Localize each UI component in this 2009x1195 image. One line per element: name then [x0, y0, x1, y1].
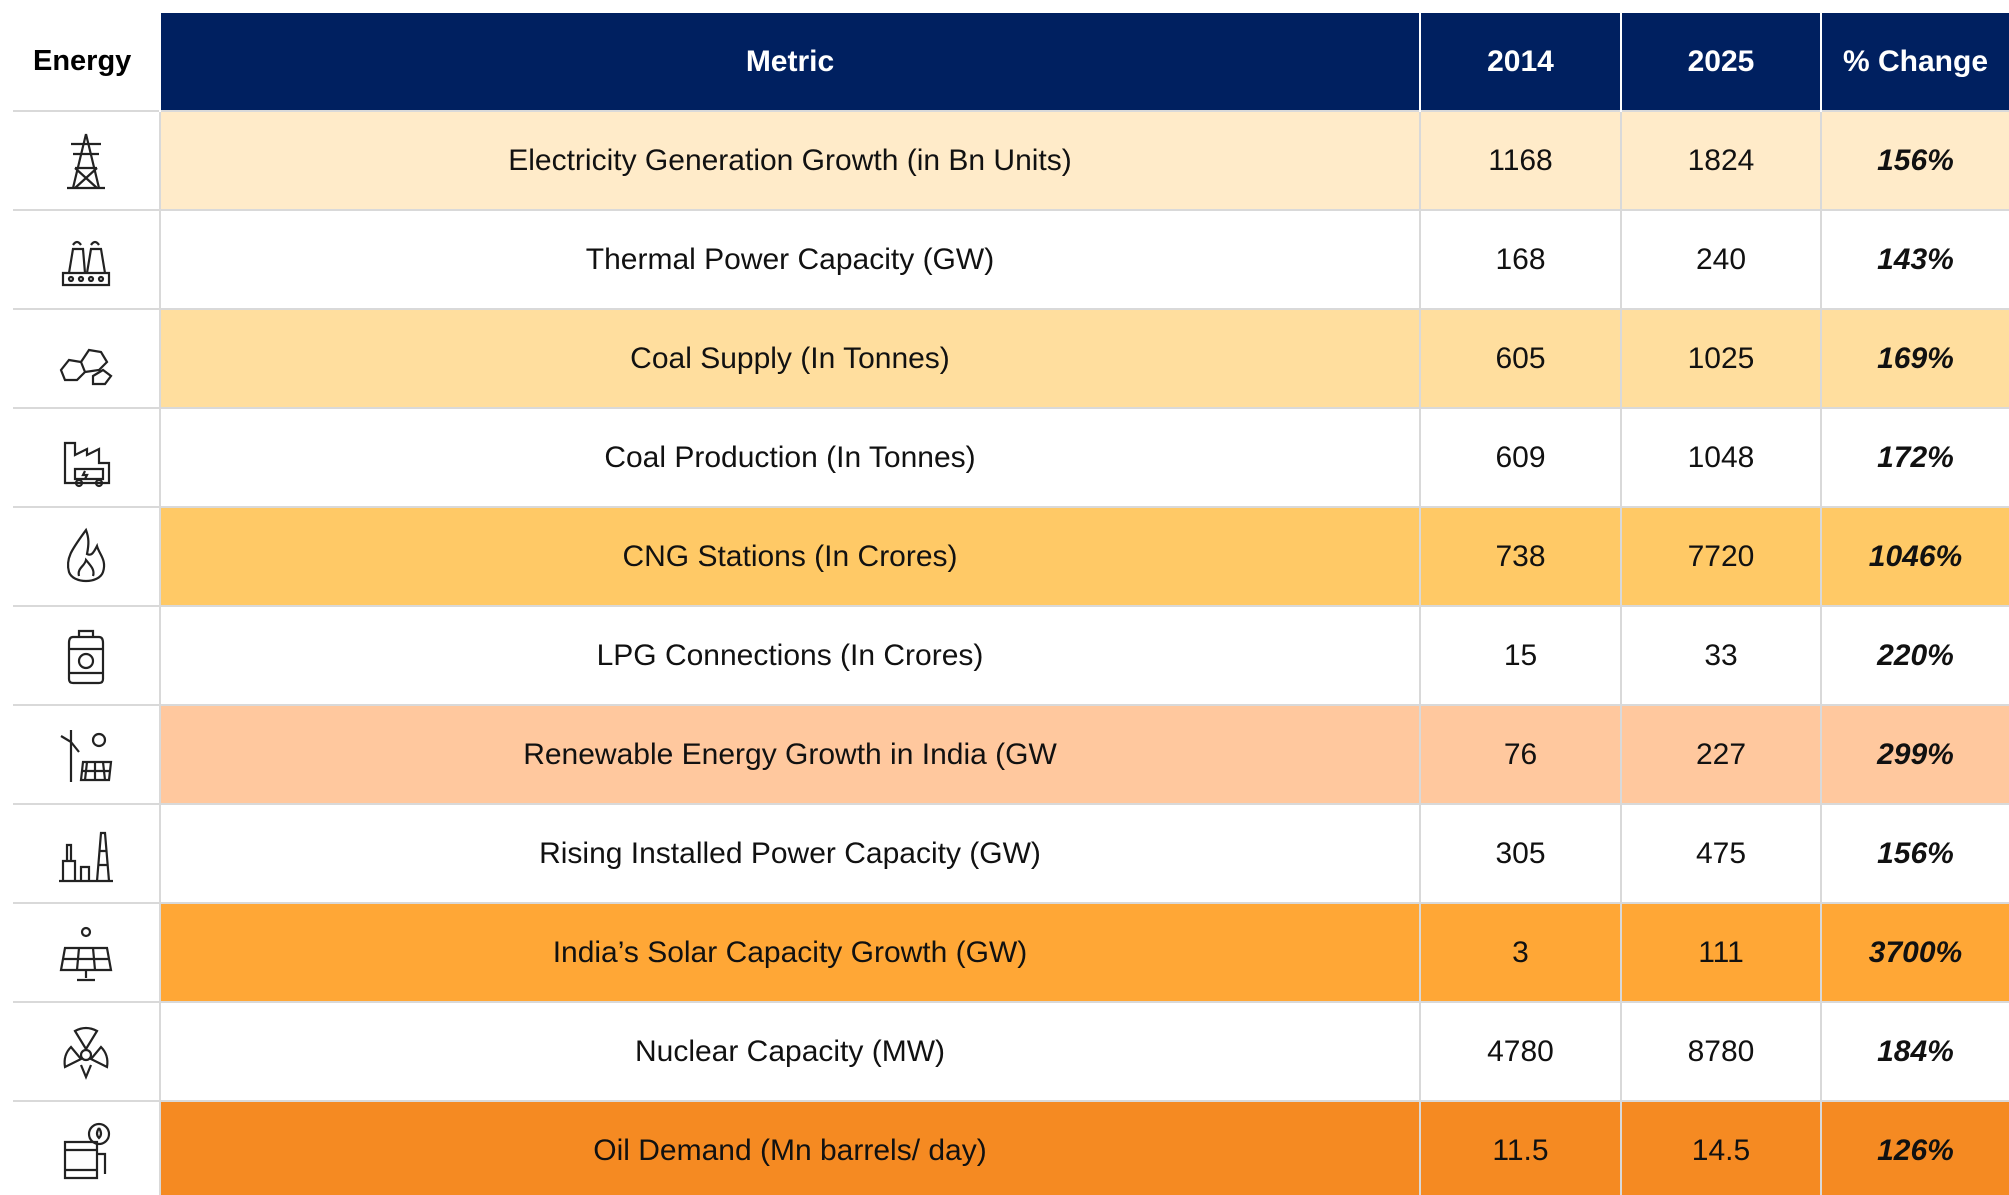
metric-cell: India’s Solar Capacity Growth (GW): [159, 902, 1420, 1002]
header-row: Energy Metric 2014 2025 % Change: [13, 13, 2009, 111]
energy-icon: [63, 441, 111, 487]
value-2025: 33: [1620, 605, 1821, 705]
value-2025: 1048: [1620, 407, 1821, 507]
header-cell: 2025: [1620, 13, 1821, 111]
icon-cell: [13, 110, 160, 210]
energy-icon: [60, 729, 113, 782]
energy-icon: [59, 831, 113, 882]
energy-icon: [63, 1122, 111, 1179]
value-2014: 609: [1419, 407, 1621, 507]
energy-icon: [67, 629, 105, 684]
header-cell: Energy: [13, 13, 160, 111]
metric-cell: Renewable Energy Growth in India (GW: [159, 704, 1420, 804]
energy-icon: [63, 1026, 109, 1080]
energy-table: Energy Metric 2014 2025 % Change Electri…: [13, 13, 2009, 1195]
table-row: Thermal Power Capacity (GW) 168 240 143%: [13, 209, 2009, 309]
change-cell: 1046%: [1820, 506, 2009, 606]
value-2025: 7720: [1620, 506, 1821, 606]
change-cell: 143%: [1820, 209, 2009, 309]
value-2025: 475: [1620, 803, 1821, 903]
table-row: Rising Installed Power Capacity (GW) 305 4…: [13, 803, 2009, 903]
table-row: Coal Production (In Tonnes) 609 1048 172%: [13, 407, 2009, 507]
icon-cell: [13, 407, 160, 507]
metric-cell: Coal Supply (In Tonnes): [159, 308, 1420, 408]
table-row: LPG Connections (In Crores) 15 33 220%: [13, 605, 2009, 705]
metric-cell: CNG Stations (In Crores): [159, 506, 1420, 606]
change-cell: 172%: [1820, 407, 2009, 507]
value-2014: 1168: [1419, 110, 1621, 210]
metric-cell: Thermal Power Capacity (GW): [159, 209, 1420, 309]
table-row: CNG Stations (In Crores) 738 7720 1046%: [13, 506, 2009, 606]
value-2014: 738: [1419, 506, 1621, 606]
metric-cell: Electricity Generation Growth (in Bn Uni…: [159, 110, 1420, 210]
change-cell: 220%: [1820, 605, 2009, 705]
icon-cell: [13, 209, 160, 309]
value-2025: 227: [1620, 704, 1821, 804]
table-row: Renewable Energy Growth in India (GW 76 22…: [13, 704, 2009, 804]
energy-icon: [59, 926, 113, 981]
change-cell: 156%: [1820, 803, 2009, 903]
metric-cell: Oil Demand (Mn barrels/ day): [159, 1100, 1420, 1195]
value-2025: 1824: [1620, 110, 1821, 210]
value-2014: 4780: [1419, 1001, 1621, 1101]
icon-cell: [13, 803, 160, 903]
energy-icon: [61, 240, 111, 286]
energy-icon: [59, 348, 113, 385]
metric-cell: LPG Connections (In Crores): [159, 605, 1420, 705]
value-2014: 76: [1419, 704, 1621, 804]
icon-cell: [13, 1100, 160, 1195]
value-2025: 1025: [1620, 308, 1821, 408]
energy-icon: [67, 133, 105, 189]
table-row: Electricity Generation Growth (in Bn Uni…: [13, 110, 2009, 210]
table-row: India’s Solar Capacity Growth (GW) 3 111 37…: [13, 902, 2009, 1002]
value-2014: 11.5: [1419, 1100, 1621, 1195]
icon-cell: [13, 704, 160, 804]
change-cell: 299%: [1820, 704, 2009, 804]
table-row: Nuclear Capacity (MW) 4780 8780 184%: [13, 1001, 2009, 1101]
value-2025: 111: [1620, 902, 1821, 1002]
table-body: Electricity Generation Growth (in Bn Uni…: [13, 110, 2009, 1195]
icon-cell: [13, 506, 160, 606]
header-cell: 2014: [1419, 13, 1621, 111]
value-2025: 240: [1620, 209, 1821, 309]
icon-cell: [13, 605, 160, 705]
metric-cell: Coal Production (In Tonnes): [159, 407, 1420, 507]
change-cell: 156%: [1820, 110, 2009, 210]
change-cell: 126%: [1820, 1100, 2009, 1195]
value-2014: 168: [1419, 209, 1621, 309]
energy-icon: [66, 527, 106, 582]
icon-cell: [13, 1001, 160, 1101]
change-cell: 184%: [1820, 1001, 2009, 1101]
change-cell: 3700%: [1820, 902, 2009, 1002]
metric-cell: Nuclear Capacity (MW): [159, 1001, 1420, 1101]
change-cell: 169%: [1820, 308, 2009, 408]
header-cell: Metric: [159, 13, 1420, 111]
table-row: Coal Supply (In Tonnes) 605 1025 169%: [13, 308, 2009, 408]
icon-cell: [13, 902, 160, 1002]
value-2014: 305: [1419, 803, 1621, 903]
icon-cell: [13, 308, 160, 408]
header-cell: % Change: [1820, 13, 2009, 111]
metric-cell: Rising Installed Power Capacity (GW): [159, 803, 1420, 903]
value-2014: 3: [1419, 902, 1621, 1002]
value-2025: 14.5: [1620, 1100, 1821, 1195]
value-2014: 605: [1419, 308, 1621, 408]
table-row: Oil Demand (Mn barrels/ day) 11.5 14.5 126%: [13, 1100, 2009, 1195]
value-2014: 15: [1419, 605, 1621, 705]
value-2025: 8780: [1620, 1001, 1821, 1101]
